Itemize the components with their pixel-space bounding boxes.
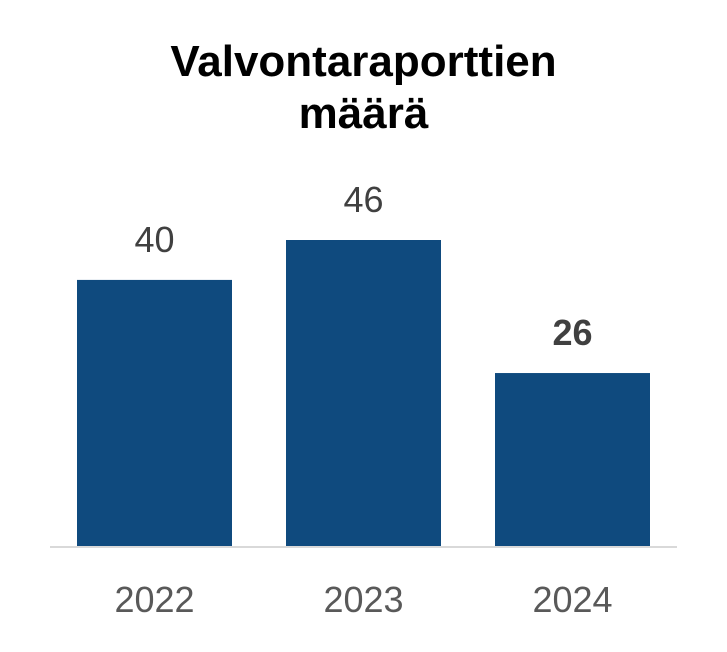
x-tick-label-2022: 2022 (114, 579, 194, 620)
value-label-2024: 26 (552, 312, 592, 353)
value-label-2023: 46 (343, 179, 383, 220)
x-tick-label-2023: 2023 (323, 579, 403, 620)
chart-title: Valvontaraporttien määrä (0, 36, 727, 140)
chart-title-line-2: määrä (298, 89, 429, 138)
value-label-2022: 40 (134, 219, 174, 260)
bar-2022 (77, 279, 232, 546)
x-tick-labels-group: 2022 2023 2024 (114, 579, 612, 620)
value-labels-group: 40 46 26 (134, 179, 592, 353)
bars-group (77, 240, 650, 546)
bar-2023 (286, 240, 441, 546)
bar-2024 (495, 373, 650, 546)
chart-title-line-1: Valvontaraporttien (170, 37, 557, 86)
x-tick-label-2024: 2024 (532, 579, 612, 620)
